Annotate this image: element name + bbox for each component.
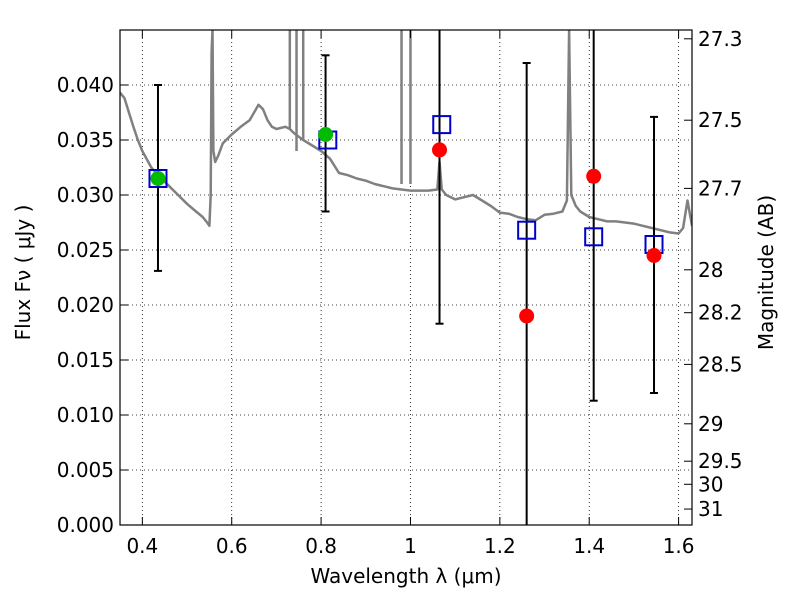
right-tick-label: 27.3 bbox=[698, 27, 743, 51]
right-tick-label: 29.5 bbox=[698, 449, 743, 473]
right-tick-label: 28 bbox=[698, 258, 723, 282]
x-tick-label: 1 bbox=[404, 534, 417, 558]
sed-model-layer bbox=[120, 30, 692, 235]
y-axis-label: Flux Fν ( μJy ) bbox=[11, 205, 35, 341]
plot-frame bbox=[119, 29, 693, 526]
right-tick-label: 30 bbox=[698, 472, 723, 496]
observed-points bbox=[150, 127, 662, 324]
x-tick-label: 1.2 bbox=[484, 534, 516, 558]
y-tick-label: 0.020 bbox=[57, 293, 114, 317]
sed-model-line bbox=[120, 30, 692, 235]
grid bbox=[120, 30, 692, 526]
right-tick-label: 27.7 bbox=[698, 176, 743, 200]
observed-data-point bbox=[150, 171, 166, 186]
model-square-marker bbox=[148, 169, 168, 188]
right-tick-label: 28.5 bbox=[698, 352, 743, 376]
y-tick-label: 0.005 bbox=[57, 458, 114, 482]
model-square-marker bbox=[432, 115, 452, 135]
y-tick-label: 0.035 bbox=[57, 128, 114, 152]
y-tick-label: 0.010 bbox=[57, 403, 114, 427]
y-tick-label: 0.015 bbox=[57, 348, 114, 372]
x-tick-label: 1.4 bbox=[573, 534, 605, 558]
right-tick-label: 28.2 bbox=[698, 301, 743, 325]
model-squares bbox=[148, 115, 664, 254]
ticks: 0.4 0.6 0.8 1 1.2 1.4 1.6 0.000 0.005 0.010 0.015 0… bbox=[57, 27, 743, 558]
right-axis-label: Magnitude (AB) bbox=[754, 195, 778, 350]
y-tick-label: 0.000 bbox=[57, 513, 114, 537]
right-tick-label: 29 bbox=[698, 412, 723, 436]
observed-data-point bbox=[432, 142, 448, 158]
y-tick-label: 0.025 bbox=[57, 238, 114, 262]
model-square-marker bbox=[517, 220, 537, 240]
observed-data-point bbox=[318, 127, 334, 142]
x-axis-label: Wavelength λ (μm) bbox=[310, 564, 501, 588]
right-tick-label: 31 bbox=[698, 497, 723, 521]
observed-data-point bbox=[646, 248, 662, 263]
y-tick-label: 0.030 bbox=[57, 183, 114, 207]
observed-data-point bbox=[586, 168, 602, 184]
x-tick-label: 0.8 bbox=[305, 534, 337, 558]
right-tick-label: 27.5 bbox=[698, 108, 743, 132]
x-tick-label: 1.6 bbox=[663, 534, 695, 558]
x-tick-label: 0.6 bbox=[216, 534, 248, 558]
error-bars bbox=[153, 30, 659, 525]
y-tick-label: 0.040 bbox=[57, 73, 114, 97]
model-square-marker bbox=[584, 227, 604, 247]
x-tick-label: 0.4 bbox=[126, 534, 158, 558]
observed-data-point bbox=[519, 308, 535, 324]
